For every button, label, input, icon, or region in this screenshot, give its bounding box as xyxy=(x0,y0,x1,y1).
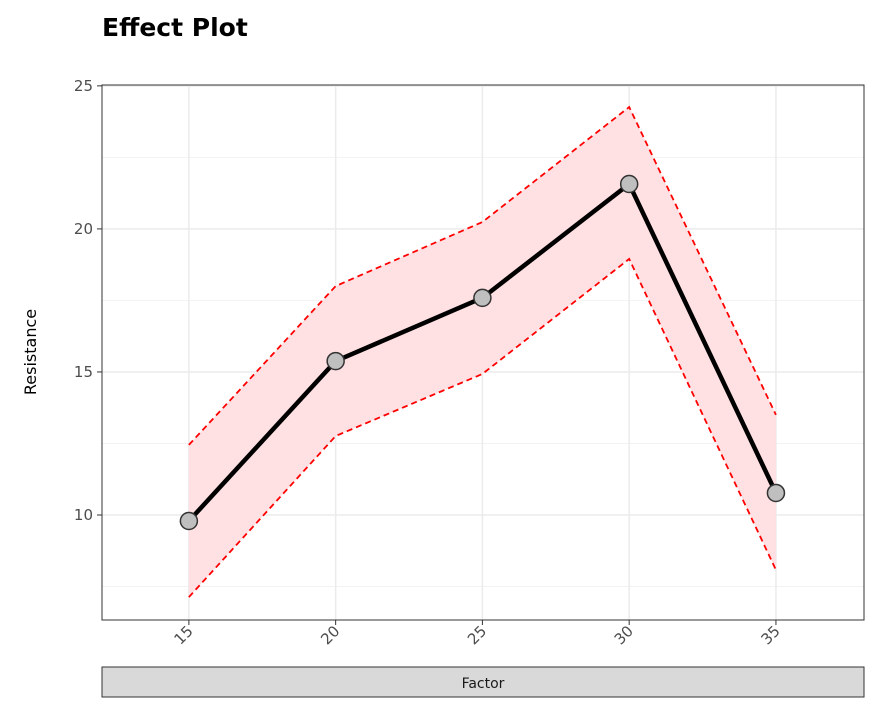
y-tick-label: 20 xyxy=(74,220,93,238)
data-point xyxy=(619,174,639,194)
y-axis-label: Resistance xyxy=(21,309,40,395)
plot-border xyxy=(101,84,865,621)
y-tick-label: 10 xyxy=(74,506,93,524)
data-point xyxy=(326,351,345,371)
upper-bound-line xyxy=(188,105,777,446)
x-tick-label: 25 xyxy=(464,622,490,648)
y-tick-label: 15 xyxy=(74,363,93,381)
lower-bound-line xyxy=(188,257,777,598)
facet-strip xyxy=(101,666,865,698)
x-tick-label: 35 xyxy=(758,622,784,648)
chart-title: Effect Plot xyxy=(102,13,248,42)
data-point xyxy=(473,288,492,308)
data-point xyxy=(766,483,786,503)
x-tick-label: 30 xyxy=(611,622,637,648)
confidence-band xyxy=(188,107,776,598)
x-tick-label: 15 xyxy=(170,622,196,648)
x-tick-label: 20 xyxy=(317,622,343,648)
data-point xyxy=(179,511,199,531)
y-tick-label: 25 xyxy=(74,77,93,95)
x-axis-label: Factor xyxy=(462,676,505,692)
